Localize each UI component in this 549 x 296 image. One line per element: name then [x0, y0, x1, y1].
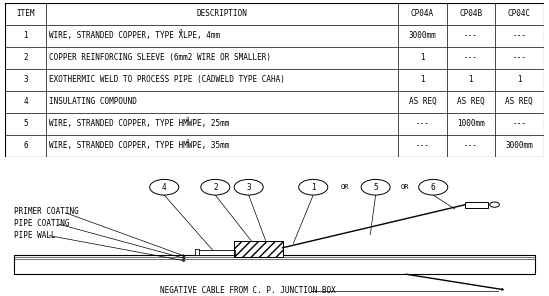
- Text: WIRE, STRANDED COPPER, TYPE XLPE, 4mm: WIRE, STRANDED COPPER, TYPE XLPE, 4mm: [48, 31, 220, 41]
- Text: 2: 2: [179, 29, 182, 34]
- Text: 6: 6: [24, 141, 28, 150]
- Bar: [197, 250, 235, 255]
- Text: 2: 2: [186, 139, 189, 144]
- Text: CP04A: CP04A: [411, 9, 434, 18]
- Text: DESCRIPTION: DESCRIPTION: [197, 9, 248, 18]
- Text: WIRE, STRANDED COPPER, TYPE HMWPE, 25mm: WIRE, STRANDED COPPER, TYPE HMWPE, 25mm: [48, 119, 229, 128]
- Text: 5: 5: [24, 119, 28, 128]
- Text: 4: 4: [24, 97, 28, 106]
- Text: PRIMER COATING: PRIMER COATING: [14, 207, 79, 216]
- Circle shape: [490, 202, 500, 207]
- Text: AS REQ: AS REQ: [408, 97, 436, 106]
- Text: 1: 1: [420, 54, 425, 62]
- Circle shape: [234, 179, 263, 195]
- Text: CP04B: CP04B: [460, 9, 483, 18]
- Text: 1: 1: [517, 75, 522, 84]
- Text: 3: 3: [247, 183, 251, 192]
- Text: INSULATING COMPOUND: INSULATING COMPOUND: [48, 97, 136, 106]
- Circle shape: [419, 179, 448, 195]
- Bar: [466, 202, 488, 207]
- Text: 3: 3: [24, 75, 28, 84]
- Text: ---: ---: [464, 31, 478, 41]
- Text: 1: 1: [468, 75, 473, 84]
- Text: 4: 4: [162, 183, 166, 192]
- Text: ---: ---: [512, 31, 526, 41]
- Text: 5: 5: [373, 183, 378, 192]
- Text: OR: OR: [340, 184, 349, 190]
- Text: PIPE WALL: PIPE WALL: [14, 231, 55, 239]
- Circle shape: [201, 179, 230, 195]
- Text: PIPE COATING: PIPE COATING: [14, 219, 69, 228]
- Text: 2: 2: [213, 183, 217, 192]
- Bar: [234, 241, 283, 257]
- Text: 3000mm: 3000mm: [506, 141, 533, 150]
- Text: ---: ---: [416, 141, 429, 150]
- Text: NEGATIVE CABLE FROM C. P. JUNCTION BOX: NEGATIVE CABLE FROM C. P. JUNCTION BOX: [160, 286, 335, 295]
- Text: 3000mm: 3000mm: [408, 31, 436, 41]
- Text: 1: 1: [311, 183, 316, 192]
- Text: 1: 1: [420, 75, 425, 84]
- Text: CP04C: CP04C: [508, 9, 531, 18]
- Text: AS REQ: AS REQ: [506, 97, 533, 106]
- Text: ---: ---: [512, 119, 526, 128]
- Text: ---: ---: [464, 141, 478, 150]
- Circle shape: [299, 179, 328, 195]
- Text: EXOTHERMIC WELD TO PROCESS PIPE (CADWELD TYPE CAHA): EXOTHERMIC WELD TO PROCESS PIPE (CADWELD…: [48, 75, 284, 84]
- Text: COPPER REINFORCING SLEEVE (6mm2 WIRE OR SMALLER): COPPER REINFORCING SLEEVE (6mm2 WIRE OR …: [48, 54, 271, 62]
- Bar: [14, 255, 535, 274]
- Text: ---: ---: [512, 54, 526, 62]
- Text: 2: 2: [24, 54, 28, 62]
- Text: WIRE, STRANDED COPPER, TYPE HMWPE, 35mm: WIRE, STRANDED COPPER, TYPE HMWPE, 35mm: [48, 141, 229, 150]
- Text: AS REQ: AS REQ: [457, 97, 485, 106]
- Bar: [234, 241, 283, 257]
- Text: ITEM: ITEM: [16, 9, 35, 18]
- Text: 6: 6: [431, 183, 435, 192]
- Text: 1000mm: 1000mm: [457, 119, 485, 128]
- Circle shape: [150, 179, 179, 195]
- Text: OR: OR: [400, 184, 409, 190]
- Circle shape: [361, 179, 390, 195]
- Bar: [195, 249, 199, 255]
- Text: 2: 2: [186, 117, 189, 122]
- Text: ---: ---: [416, 119, 429, 128]
- Text: 1: 1: [24, 31, 28, 41]
- Text: ---: ---: [464, 54, 478, 62]
